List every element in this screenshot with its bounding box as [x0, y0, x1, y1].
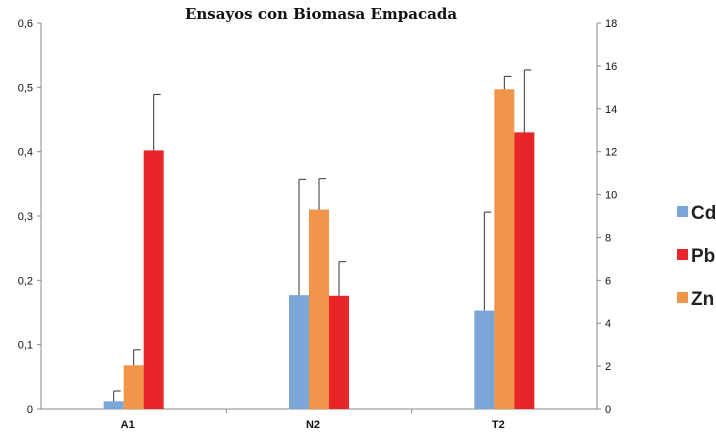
chart-title: Ensayos con Biomasa Empacada	[185, 5, 457, 23]
legend-swatch-cd	[677, 206, 688, 217]
y2-tick-label: 14	[605, 104, 617, 116]
y-tick-label: 0,1	[18, 340, 33, 352]
y2-tick-label: 6	[605, 275, 611, 287]
y-tick-label: 0,4	[18, 147, 33, 159]
bar-pb-t2	[514, 132, 535, 409]
y-tick-label: 0	[27, 404, 33, 416]
y-tick-label: 0,6	[18, 18, 33, 30]
y2-tick-label: 8	[605, 232, 611, 244]
legend-label-zn: Zn	[691, 289, 714, 310]
y-tick-label: 0,2	[18, 275, 33, 287]
legend-label-cd: Cd	[691, 203, 716, 224]
y2-tick-label: 4	[605, 318, 611, 330]
y-tick-label: 0,3	[18, 211, 33, 223]
bar-zn-a1	[123, 365, 144, 409]
bar-cd-a1	[103, 401, 124, 409]
legend-label-pb: Pb	[691, 246, 715, 267]
x-tick-label: A1	[121, 419, 135, 431]
y2-tick-label: 2	[605, 361, 611, 373]
y2-tick-label: 0	[605, 404, 611, 416]
bar-zn-n2	[309, 209, 329, 409]
bar-pb-a1	[143, 150, 164, 409]
y2-tick-label: 18	[605, 18, 617, 30]
bar-pb-n2	[329, 295, 349, 409]
y2-tick-label: 10	[605, 190, 617, 202]
x-tick-label: N2	[306, 419, 320, 431]
bar-cd-t2	[474, 310, 495, 409]
legend-swatch-zn	[677, 292, 688, 303]
bars	[103, 69, 535, 409]
x-tick-label: T2	[492, 419, 505, 431]
bar-zn-t2	[494, 89, 515, 409]
legend-swatch-pb	[677, 249, 688, 260]
y2-tick-label: 16	[605, 61, 617, 73]
legend: Cd Pb Zn	[677, 203, 716, 310]
bar-cd-n2	[289, 295, 309, 409]
tick-labels: 0 0,1 0,2 0,3 0,4 0,5 0,6 0 2 4 6 8 10 12 14 16 18 A1 N2 T2	[18, 18, 618, 431]
y2-tick-label: 12	[605, 147, 617, 159]
y-tick-label: 0,5	[18, 82, 33, 94]
